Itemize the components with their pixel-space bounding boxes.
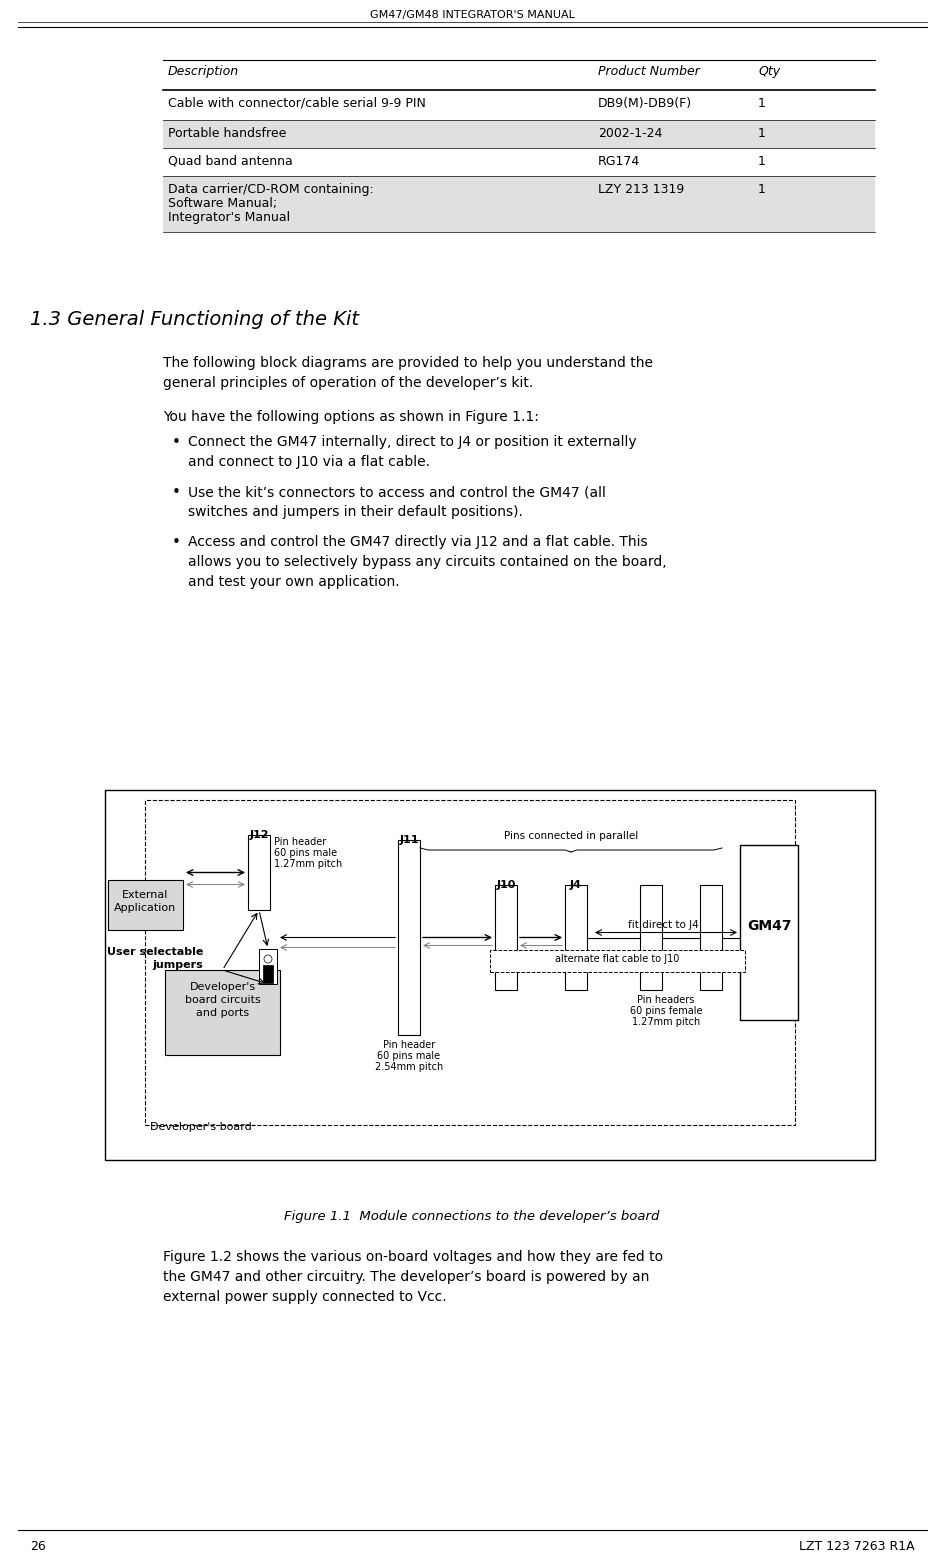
Text: Quad band antenna: Quad band antenna xyxy=(168,155,293,169)
Text: and ports: and ports xyxy=(195,1007,249,1018)
Text: the GM47 and other circuitry. The developer’s board is powered by an: the GM47 and other circuitry. The develo… xyxy=(162,1270,649,1284)
Text: External: External xyxy=(122,890,169,900)
Text: switches and jumpers in their default positions).: switches and jumpers in their default po… xyxy=(188,505,522,519)
Text: 1.27mm pitch: 1.27mm pitch xyxy=(274,859,342,868)
Text: Pin header: Pin header xyxy=(274,837,326,847)
Text: Application: Application xyxy=(114,903,177,914)
Text: Product Number: Product Number xyxy=(598,66,700,78)
Text: Use the kit’s connectors to access and control the GM47 (all: Use the kit’s connectors to access and c… xyxy=(188,484,605,498)
Text: Integrator's Manual: Integrator's Manual xyxy=(168,211,290,223)
Text: Access and control the GM47 directly via J12 and a flat cable. This: Access and control the GM47 directly via… xyxy=(188,536,647,548)
Bar xyxy=(162,177,874,233)
Text: •: • xyxy=(172,484,180,500)
Text: 26: 26 xyxy=(30,1540,45,1553)
Text: allows you to selectively bypass any circuits contained on the board,: allows you to selectively bypass any cir… xyxy=(188,555,666,569)
Bar xyxy=(490,950,744,972)
Text: DB9(M)-DB9(F): DB9(M)-DB9(F) xyxy=(598,97,691,109)
Text: and connect to J10 via a flat cable.: and connect to J10 via a flat cable. xyxy=(188,455,430,469)
Text: 1: 1 xyxy=(757,97,765,109)
Circle shape xyxy=(263,954,272,964)
Text: •: • xyxy=(172,434,180,450)
Text: Qty: Qty xyxy=(757,66,780,78)
Text: User selectable: User selectable xyxy=(107,947,203,958)
Text: Pin header: Pin header xyxy=(382,1040,434,1050)
Text: board circuits: board circuits xyxy=(184,995,261,1004)
Text: RG174: RG174 xyxy=(598,155,640,169)
Text: Description: Description xyxy=(168,66,239,78)
Bar xyxy=(495,886,516,990)
Bar xyxy=(247,836,270,911)
Text: Developer's: Developer's xyxy=(189,982,255,992)
Text: 2002-1-24: 2002-1-24 xyxy=(598,127,662,141)
Text: GM47: GM47 xyxy=(746,920,790,934)
Text: and test your own application.: and test your own application. xyxy=(188,575,399,589)
Text: 1.3 General Functioning of the Kit: 1.3 General Functioning of the Kit xyxy=(30,309,359,330)
Text: Developer's board: Developer's board xyxy=(150,1122,251,1132)
Text: LZY 213 1319: LZY 213 1319 xyxy=(598,183,683,195)
Text: fit direct to J4: fit direct to J4 xyxy=(628,920,699,929)
Text: J4: J4 xyxy=(569,879,582,890)
Bar xyxy=(105,790,874,1161)
Text: external power supply connected to Vcc.: external power supply connected to Vcc. xyxy=(162,1290,447,1304)
Text: 1.27mm pitch: 1.27mm pitch xyxy=(632,1017,700,1026)
Bar xyxy=(639,886,662,990)
Text: J10: J10 xyxy=(496,879,515,890)
Text: GM47/GM48 INTEGRATOR'S MANUAL: GM47/GM48 INTEGRATOR'S MANUAL xyxy=(369,9,574,20)
Bar xyxy=(700,886,721,990)
Text: Cable with connector/cable serial 9-9 PIN: Cable with connector/cable serial 9-9 PI… xyxy=(168,97,426,109)
Bar xyxy=(739,845,797,1020)
Text: •: • xyxy=(172,536,180,550)
Bar xyxy=(108,879,183,929)
Text: Pins connected in parallel: Pins connected in parallel xyxy=(503,831,637,840)
Bar xyxy=(165,970,279,1054)
Text: J11: J11 xyxy=(398,836,418,845)
Text: 1: 1 xyxy=(757,183,765,195)
Text: alternate flat cable to J10: alternate flat cable to J10 xyxy=(555,954,679,964)
Text: You have the following options as shown in Figure 1.1:: You have the following options as shown … xyxy=(162,409,538,423)
Text: Data carrier/CD-ROM containing:: Data carrier/CD-ROM containing: xyxy=(168,183,374,195)
Text: Figure 1.2 shows the various on-board voltages and how they are fed to: Figure 1.2 shows the various on-board vo… xyxy=(162,1250,663,1264)
Bar xyxy=(397,840,419,1036)
Text: 1: 1 xyxy=(757,155,765,169)
Text: 1: 1 xyxy=(757,127,765,141)
Bar xyxy=(144,800,794,1125)
Text: 2.54mm pitch: 2.54mm pitch xyxy=(375,1062,443,1072)
Text: general principles of operation of the developer’s kit.: general principles of operation of the d… xyxy=(162,376,532,390)
Text: J12: J12 xyxy=(249,829,268,840)
Text: 60 pins male: 60 pins male xyxy=(274,848,337,858)
Text: Pin headers: Pin headers xyxy=(636,995,694,1004)
Bar xyxy=(262,965,273,982)
Text: Connect the GM47 internally, direct to J4 or position it externally: Connect the GM47 internally, direct to J… xyxy=(188,434,636,448)
Bar xyxy=(259,950,277,984)
Text: 60 pins female: 60 pins female xyxy=(629,1006,701,1015)
Text: Software Manual;: Software Manual; xyxy=(168,197,277,209)
Bar xyxy=(162,120,874,148)
Text: 60 pins male: 60 pins male xyxy=(377,1051,440,1061)
Text: Portable handsfree: Portable handsfree xyxy=(168,127,286,141)
Text: The following block diagrams are provided to help you understand the: The following block diagrams are provide… xyxy=(162,356,652,370)
Text: LZT 123 7263 R1A: LZT 123 7263 R1A xyxy=(799,1540,914,1553)
Text: jumpers: jumpers xyxy=(152,961,203,970)
Bar xyxy=(565,886,586,990)
Text: Figure 1.1  Module connections to the developer’s board: Figure 1.1 Module connections to the dev… xyxy=(284,1211,659,1223)
